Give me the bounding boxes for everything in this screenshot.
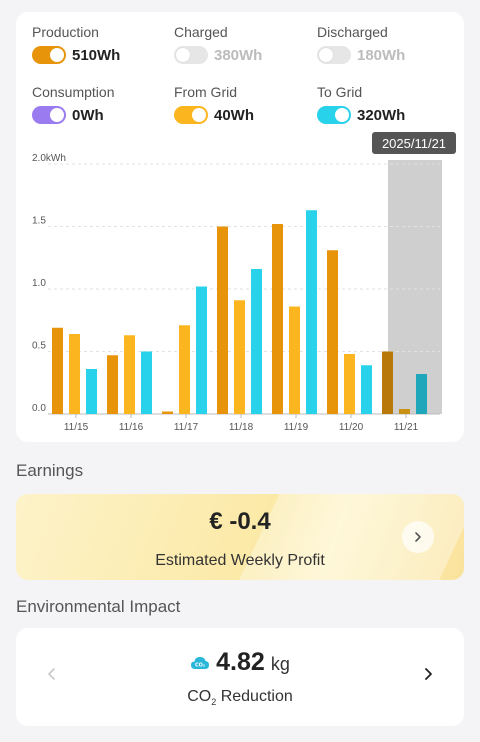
discharged-toggle[interactable] [317, 46, 351, 64]
y-tick-label: 0.0 [32, 403, 46, 414]
environmental-impact-title: Environmental Impact [16, 597, 181, 616]
legend-label: Production [32, 24, 99, 40]
legend-value: 320Wh [357, 106, 406, 124]
co2-reduction-value-row: CO₂ 4.82 kg [16, 648, 464, 677]
y-tick-label: 0.5 [32, 341, 46, 352]
bar-production [52, 327, 63, 414]
bar-to-grid [306, 210, 317, 414]
weekly-profit-label: Estimated Weekly Profit [155, 552, 325, 569]
to-grid-toggle[interactable] [317, 106, 351, 124]
bar-production [107, 355, 118, 414]
bar-production [327, 250, 338, 414]
bar-from-grid [124, 335, 135, 414]
next-arrow-icon[interactable] [420, 666, 436, 682]
production-toggle[interactable] [32, 46, 66, 64]
energy-chart-card: Production 510Wh Charged 380Wh Discharge… [16, 12, 464, 442]
x-tick-label: 11/20 [339, 422, 364, 433]
bar-production [162, 411, 173, 414]
co2-reduction-value: 4.82 [216, 648, 265, 676]
legend-from-grid[interactable]: From Grid 40Wh [174, 84, 314, 134]
x-tick-label: 11/19 [284, 422, 309, 433]
earnings-details-button[interactable] [402, 521, 434, 553]
environmental-impact-card: CO₂ 4.82 kg CO2 Reduction [16, 628, 464, 726]
co2-cloud-icon: CO₂ [191, 656, 210, 669]
from-grid-toggle[interactable] [174, 106, 208, 124]
bar-production [272, 224, 283, 414]
bar-from-grid [179, 325, 190, 414]
weekly-profit-value: € -0.4 [209, 508, 271, 535]
bar-from-grid [344, 354, 355, 414]
previous-arrow-icon[interactable] [44, 666, 60, 682]
bar-to-grid [416, 374, 427, 414]
bar-from-grid [289, 306, 300, 414]
bar-production [382, 351, 393, 414]
charged-toggle[interactable] [174, 46, 208, 64]
legend-production[interactable]: Production 510Wh [32, 24, 172, 74]
legend-consumption[interactable]: Consumption 0Wh [32, 84, 172, 134]
legend-discharged[interactable]: Discharged 180Wh [317, 24, 457, 74]
date-tooltip [372, 132, 456, 154]
bar-chart[interactable]: 0.0 0.5 1.0 1.5 2.0kWh 11/15 11/16 11/17 11/18 11… [16, 122, 464, 442]
legend-label: To Grid [317, 84, 363, 100]
bar-to-grid [251, 269, 262, 414]
earnings-title: Earnings [16, 461, 84, 480]
x-tick-label: 11/21 [394, 422, 419, 433]
bar-to-grid [86, 369, 97, 414]
legend-value: 40Wh [214, 106, 255, 124]
bar-production [217, 226, 228, 414]
x-tick-label: 11/17 [174, 422, 199, 433]
bar-to-grid [196, 286, 207, 414]
bar-from-grid [69, 334, 80, 414]
y-tick-label: 1.0 [32, 278, 46, 289]
bar-to-grid [361, 365, 372, 414]
x-tick-label: 11/15 [64, 422, 89, 433]
bar-from-grid [399, 409, 410, 414]
co2-icon-text: CO₂ [195, 662, 205, 668]
consumption-toggle[interactable] [32, 106, 66, 124]
legend-label: Consumption [32, 84, 115, 100]
legend-label: Discharged [317, 24, 388, 40]
co2-reduction-label: CO2 Reduction [187, 688, 293, 708]
date-tooltip-text: 2025/11/21 [382, 136, 446, 151]
legend-value: 380Wh [214, 46, 263, 64]
selected-day-highlight [388, 160, 442, 414]
co2-reduction-unit: kg [270, 654, 290, 674]
chevron-right-icon [415, 532, 421, 542]
legend-to-grid[interactable]: To Grid 320Wh [317, 84, 457, 134]
x-tick-label: 11/18 [229, 422, 254, 433]
legend-label: Charged [174, 24, 228, 40]
bar-to-grid [141, 351, 152, 414]
y-tick-label: 1.5 [32, 216, 46, 227]
legend-value: 0Wh [72, 106, 104, 124]
legend-value: 180Wh [357, 46, 406, 64]
x-tick-label: 11/16 [119, 422, 144, 433]
legend-label: From Grid [174, 84, 237, 100]
y-tick-label: 2.0kWh [32, 153, 66, 164]
bar-from-grid [234, 300, 245, 414]
legend-value: 510Wh [72, 46, 121, 64]
legend-charged[interactable]: Charged 380Wh [174, 24, 314, 74]
earnings-card[interactable]: € -0.4 Estimated Weekly Profit [16, 494, 464, 580]
